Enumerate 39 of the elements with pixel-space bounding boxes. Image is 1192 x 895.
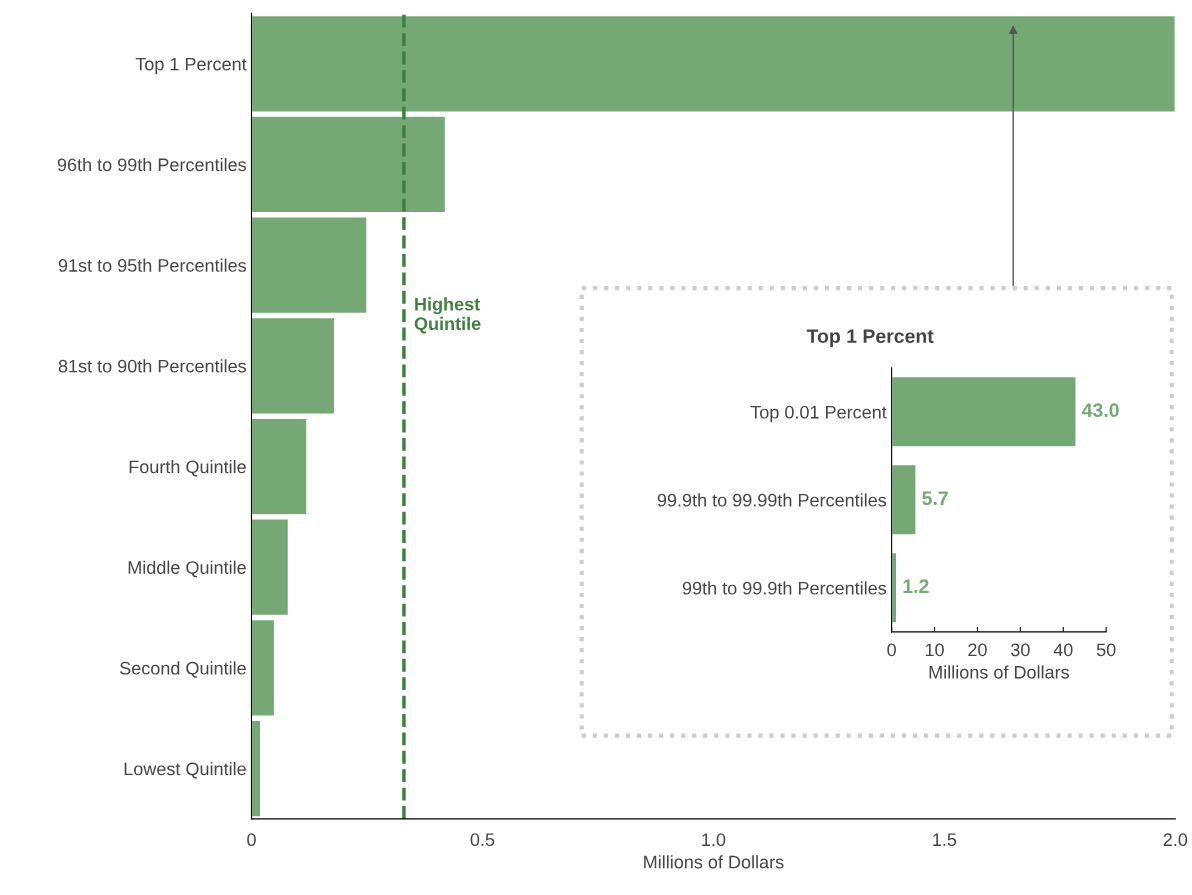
data-label: 5.7 xyxy=(922,491,948,506)
bar xyxy=(891,375,1077,448)
y-tick-label: Fourth Quintile xyxy=(129,459,246,477)
bar xyxy=(251,216,368,315)
bar xyxy=(251,518,290,617)
bar xyxy=(251,618,276,717)
x-tick-label: 0 xyxy=(887,643,896,657)
y-tick-label: Top 1 Percent xyxy=(135,57,247,75)
chart-title: Top 1 Percent xyxy=(806,329,934,347)
y-tick-label: Lowest Quintile xyxy=(124,762,246,779)
x-tick-label: 0 xyxy=(247,833,256,847)
y-tick-label: 99th to 99.9th Percentiles xyxy=(682,581,887,595)
x-tick-label: 50 xyxy=(1096,643,1116,657)
ref-line-label: Highest Quintile xyxy=(414,297,481,334)
x-tick-label: 10 xyxy=(925,643,944,657)
y-tick-label: 81st to 90th Percentiles xyxy=(58,359,247,373)
y-tick-label: 99.9th to 99.99th Percentiles xyxy=(657,493,887,507)
y-tick-label: 91st to 95th Percentiles xyxy=(58,258,247,272)
bar xyxy=(251,115,447,214)
x-tick-label: 20 xyxy=(968,643,987,657)
y-tick-label: 96th to 99th Percentiles xyxy=(57,157,247,172)
y-tick-label: Second Quintile xyxy=(120,661,246,678)
y-tick-label: Top 0.01 Percent xyxy=(750,405,887,423)
data-label: 43.0 xyxy=(1081,403,1119,418)
x-tick-label: 40 xyxy=(1053,643,1073,657)
x-tick-label: 1.5 xyxy=(933,833,957,847)
bar xyxy=(251,316,336,415)
x-tick-label: 0.5 xyxy=(470,833,495,847)
x-axis-title: Millions of Dollars xyxy=(929,665,1069,679)
x-tick-label: 1.0 xyxy=(702,833,726,847)
bar xyxy=(891,463,917,536)
x-tick-label: 30 xyxy=(1011,643,1030,657)
x-tick-label: 2.0 xyxy=(1163,833,1188,847)
bar xyxy=(251,719,262,818)
y-tick-label: Middle Quintile xyxy=(128,560,246,578)
data-label: 1.2 xyxy=(903,579,929,593)
x-axis-title: Millions of Dollars xyxy=(644,855,784,869)
bar xyxy=(251,14,1176,113)
bar xyxy=(251,417,308,516)
